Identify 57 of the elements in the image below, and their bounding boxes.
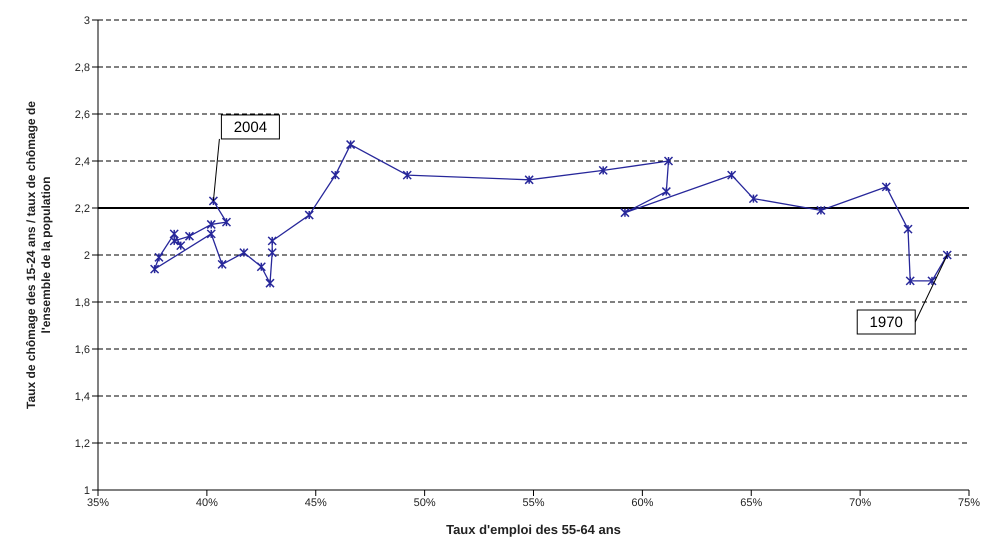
y-tick-label: 1,6 (74, 344, 90, 356)
point (206, 220, 216, 230)
y-tick-label: 2,8 (74, 62, 90, 74)
point (150, 264, 160, 274)
y-tick-label: 1,8 (74, 296, 90, 309)
x-tick-label: 45% (304, 496, 327, 509)
x-tick-label: 35% (86, 496, 110, 509)
point (222, 217, 232, 227)
point (620, 208, 630, 218)
point (239, 248, 249, 258)
x-tick-label: 70% (849, 496, 872, 509)
point (169, 229, 179, 239)
point (903, 224, 913, 234)
point (184, 231, 194, 241)
point (267, 236, 277, 246)
point (330, 170, 340, 180)
x-tick-label: 60% (631, 496, 654, 509)
point (942, 250, 952, 260)
annotation: 2004 (234, 118, 268, 136)
point (662, 186, 672, 196)
annotation: 1970 (870, 314, 903, 331)
y-tick-label: 3 (84, 14, 90, 27)
point (927, 276, 937, 286)
y-tick-label: 1 (84, 484, 90, 497)
point (267, 248, 277, 258)
point (816, 206, 826, 216)
y-tick-label: 2,6 (74, 108, 90, 121)
point (176, 240, 186, 250)
y-tick-label: 2,2 (74, 202, 90, 215)
x-tick-label: 40% (196, 496, 218, 509)
point (304, 210, 314, 220)
point (169, 236, 179, 246)
point (256, 262, 266, 272)
point (748, 194, 758, 204)
x-axis-title: Taux d'emploi des 55-64 ans (446, 522, 621, 537)
point (265, 278, 275, 288)
y-tick-label: 1,2 (74, 438, 90, 450)
point (726, 170, 736, 180)
point (905, 276, 915, 286)
x-tick-label: 50% (414, 496, 436, 509)
point (664, 156, 674, 166)
y-tick-label: 1,4 (74, 390, 90, 403)
point (346, 140, 356, 150)
y-axis-title: Taux de chômage des 15-24 ans / taux de chômage de l'ensemble de la population (24, 100, 53, 409)
point (402, 170, 412, 180)
y-tick-label: 2,4 (74, 156, 90, 168)
point (154, 252, 164, 262)
point (598, 166, 608, 176)
x-tick-label: 75% (958, 496, 980, 509)
point (217, 260, 227, 270)
x-tick-label: 55% (522, 496, 545, 509)
point (524, 175, 534, 185)
point (882, 182, 892, 192)
x-tick-label: 65% (740, 496, 762, 509)
y-tick-label: 2 (84, 250, 90, 262)
point (208, 196, 218, 206)
point (206, 229, 216, 239)
